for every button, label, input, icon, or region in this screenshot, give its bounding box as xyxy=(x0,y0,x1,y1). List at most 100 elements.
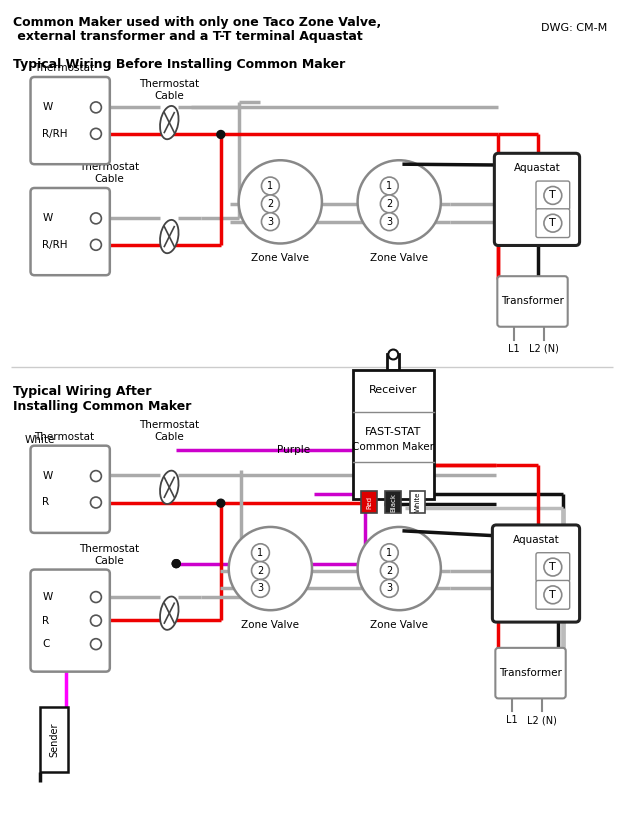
Circle shape xyxy=(90,129,101,139)
FancyBboxPatch shape xyxy=(497,276,568,327)
Circle shape xyxy=(251,580,270,597)
Circle shape xyxy=(358,161,441,243)
Text: Aquastat: Aquastat xyxy=(512,535,559,545)
Text: 2: 2 xyxy=(386,566,392,576)
Text: Receiver: Receiver xyxy=(369,385,417,396)
Circle shape xyxy=(251,562,270,580)
Text: White: White xyxy=(414,492,421,513)
FancyBboxPatch shape xyxy=(31,446,110,533)
Circle shape xyxy=(261,195,280,213)
FancyBboxPatch shape xyxy=(494,153,580,246)
Text: Transformer: Transformer xyxy=(499,668,562,678)
FancyBboxPatch shape xyxy=(353,370,434,500)
Text: Thermostat
Cable: Thermostat Cable xyxy=(79,162,139,184)
Circle shape xyxy=(388,350,398,360)
Text: Zone Valve: Zone Valve xyxy=(241,620,300,630)
Text: Transformer: Transformer xyxy=(501,296,564,306)
Text: 2: 2 xyxy=(386,199,392,209)
Text: R/RH: R/RH xyxy=(42,129,68,138)
Text: T: T xyxy=(550,191,556,201)
Text: 1: 1 xyxy=(267,181,273,191)
FancyBboxPatch shape xyxy=(536,581,570,609)
Circle shape xyxy=(90,615,101,626)
Text: 1: 1 xyxy=(258,548,263,558)
Ellipse shape xyxy=(160,219,178,253)
Circle shape xyxy=(381,195,398,213)
Text: L2 (N): L2 (N) xyxy=(529,344,559,354)
Circle shape xyxy=(544,559,562,576)
Text: R: R xyxy=(42,616,49,626)
Text: Thermostat
Cable: Thermostat Cable xyxy=(79,544,139,566)
Circle shape xyxy=(544,215,562,232)
Circle shape xyxy=(90,591,101,603)
Text: W: W xyxy=(42,592,52,602)
Circle shape xyxy=(90,102,101,113)
Text: Red: Red xyxy=(366,495,372,509)
Circle shape xyxy=(381,213,398,231)
Text: 3: 3 xyxy=(267,217,273,227)
Text: L2 (N): L2 (N) xyxy=(527,715,557,726)
Circle shape xyxy=(544,586,562,604)
Circle shape xyxy=(90,239,101,251)
FancyBboxPatch shape xyxy=(41,708,68,771)
Text: W: W xyxy=(42,214,52,224)
Text: Thermostat: Thermostat xyxy=(34,63,95,73)
FancyBboxPatch shape xyxy=(536,209,570,238)
FancyBboxPatch shape xyxy=(31,569,110,672)
Circle shape xyxy=(544,187,562,205)
Text: W: W xyxy=(42,471,52,481)
Circle shape xyxy=(381,580,398,597)
Text: White: White xyxy=(24,435,55,445)
Text: Black: Black xyxy=(390,493,396,512)
Circle shape xyxy=(381,544,398,562)
Text: Aquastat: Aquastat xyxy=(514,163,560,173)
Text: Thermostat
Cable: Thermostat Cable xyxy=(139,420,199,441)
Text: DWG: CM-M: DWG: CM-M xyxy=(541,24,607,34)
FancyBboxPatch shape xyxy=(536,181,570,210)
Text: R: R xyxy=(42,497,49,508)
Text: T: T xyxy=(550,562,556,572)
Circle shape xyxy=(381,177,398,195)
FancyBboxPatch shape xyxy=(495,648,566,699)
Text: Typical Wiring After
Installing Common Maker: Typical Wiring After Installing Common M… xyxy=(12,385,191,414)
Text: L1: L1 xyxy=(507,715,518,726)
Circle shape xyxy=(90,471,101,482)
FancyBboxPatch shape xyxy=(361,491,377,513)
Text: Zone Valve: Zone Valve xyxy=(251,253,310,264)
Text: 2: 2 xyxy=(257,566,263,576)
Circle shape xyxy=(381,562,398,580)
Text: 1: 1 xyxy=(386,181,392,191)
Text: Thermostat
Cable: Thermostat Cable xyxy=(139,79,199,101)
FancyBboxPatch shape xyxy=(536,553,570,581)
Text: Zone Valve: Zone Valve xyxy=(370,620,428,630)
Circle shape xyxy=(261,177,280,195)
Circle shape xyxy=(217,500,225,507)
Text: 3: 3 xyxy=(386,583,392,594)
FancyBboxPatch shape xyxy=(31,188,110,275)
FancyBboxPatch shape xyxy=(386,491,401,513)
Text: T: T xyxy=(550,218,556,229)
Circle shape xyxy=(229,527,312,610)
FancyBboxPatch shape xyxy=(388,355,399,370)
Circle shape xyxy=(90,639,101,649)
Text: L1: L1 xyxy=(509,344,520,354)
Circle shape xyxy=(238,161,322,243)
Circle shape xyxy=(251,544,270,562)
Text: FAST-STAT: FAST-STAT xyxy=(365,427,421,437)
FancyBboxPatch shape xyxy=(31,77,110,164)
Text: Sender: Sender xyxy=(49,722,59,757)
Text: T: T xyxy=(550,590,556,600)
Text: 3: 3 xyxy=(258,583,263,594)
Text: R/RH: R/RH xyxy=(42,240,68,250)
Text: C: C xyxy=(42,639,50,649)
Text: 3: 3 xyxy=(386,217,392,227)
Text: external transformer and a T-T terminal Aquastat: external transformer and a T-T terminal … xyxy=(12,30,363,43)
Circle shape xyxy=(261,213,280,231)
Circle shape xyxy=(172,559,180,568)
Ellipse shape xyxy=(160,106,178,139)
Circle shape xyxy=(90,497,101,508)
Text: Typical Wiring Before Installing Common Maker: Typical Wiring Before Installing Common … xyxy=(12,58,345,71)
Text: Thermostat: Thermostat xyxy=(34,432,95,441)
Circle shape xyxy=(172,559,180,568)
Text: Common Maker used with only one Taco Zone Valve,: Common Maker used with only one Taco Zon… xyxy=(12,16,381,29)
